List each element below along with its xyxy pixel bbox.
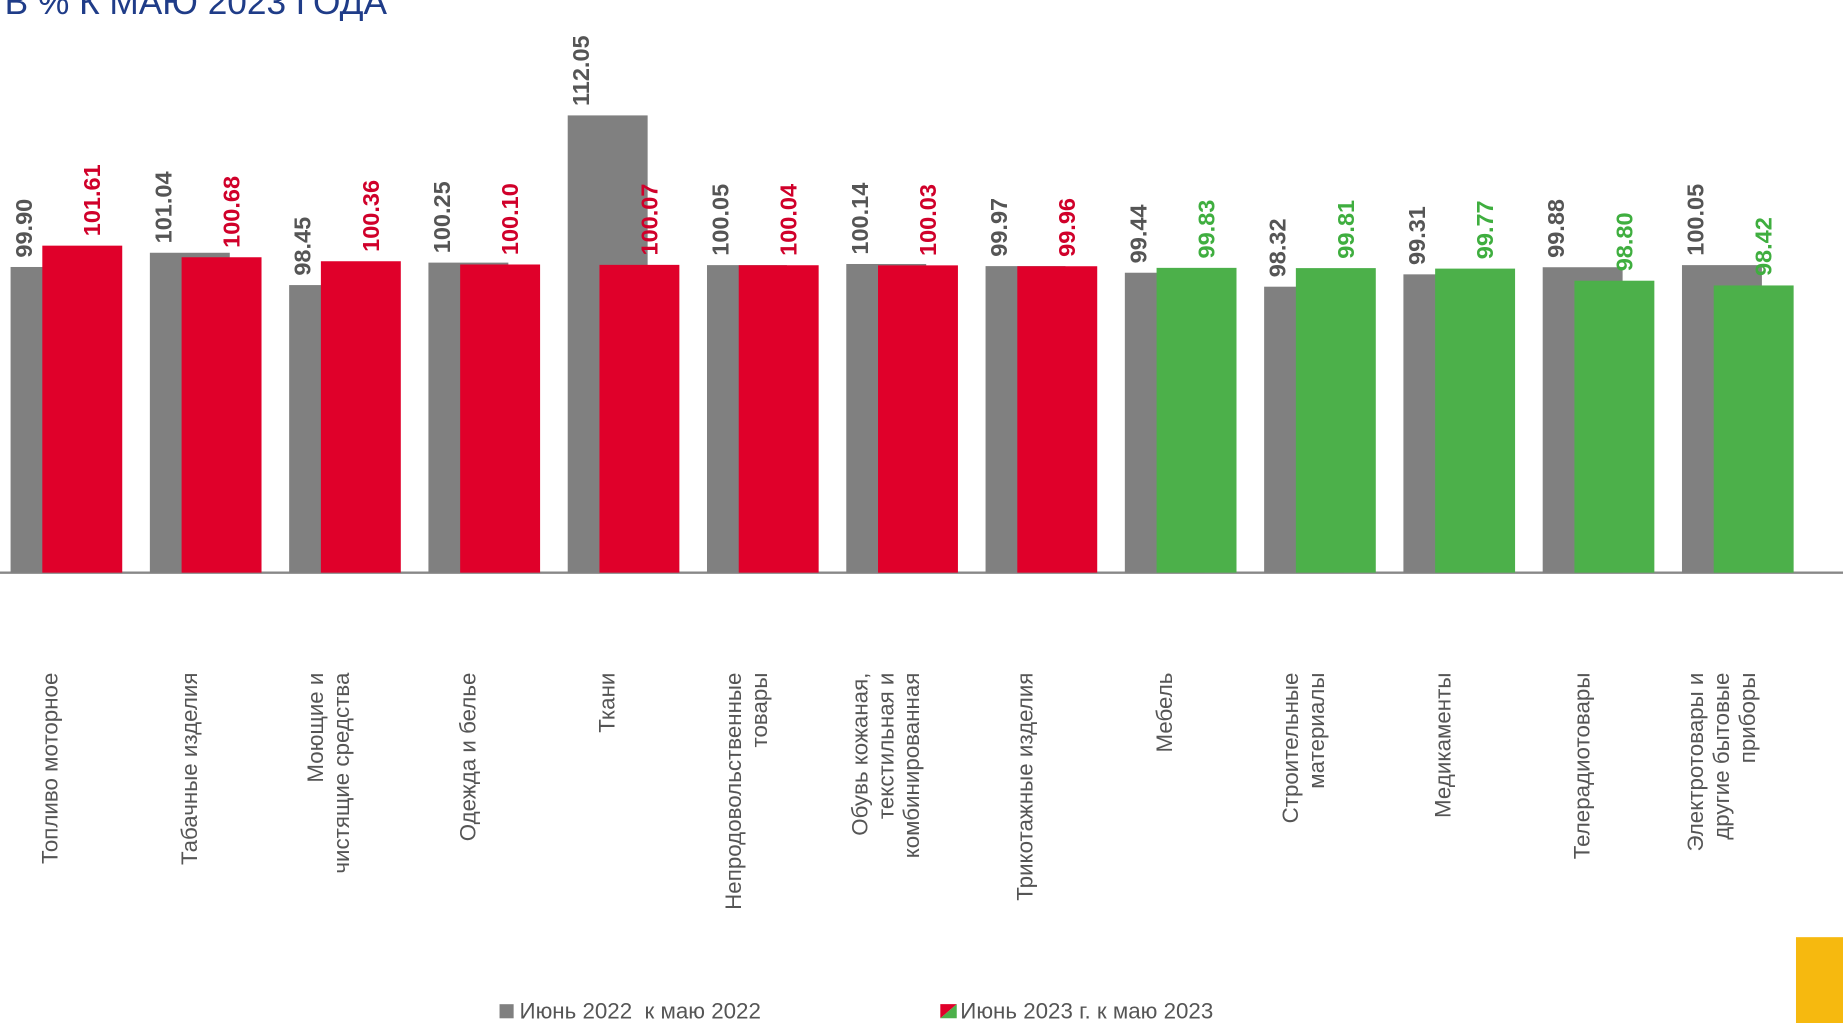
chart: В % К МАЮ 2023 ГОДА 99.90 101.61 Топливо м… xyxy=(0,0,1843,1023)
value-label: 99.96 xyxy=(1054,198,1080,257)
category-label: Телерадиотовары xyxy=(1570,673,1595,860)
next-button[interactable] xyxy=(1796,937,1843,1023)
value-label: 100.07 xyxy=(636,184,662,256)
category-label-line: комбинированная xyxy=(899,673,924,859)
bar xyxy=(878,265,958,572)
value-label: 100.04 xyxy=(776,184,802,256)
bar xyxy=(321,261,401,572)
value-label: 100.03 xyxy=(915,184,941,256)
category-label: Топливо моторное xyxy=(38,673,63,864)
legend-swatch xyxy=(500,1004,514,1018)
value-label: 101.61 xyxy=(79,164,105,236)
category-label-line: Одежда и белье xyxy=(455,673,480,842)
bar xyxy=(1296,268,1376,573)
category-label-line: Непродовольственные xyxy=(721,673,746,910)
value-label: 100.10 xyxy=(497,183,523,255)
value-label: 100.05 xyxy=(707,184,733,256)
value-label: 98.42 xyxy=(1751,217,1777,276)
category-label: Моющие ичистящие средства xyxy=(303,672,354,874)
value-label: 99.90 xyxy=(11,199,37,258)
category-label-line: Трикотажные изделия xyxy=(1013,673,1038,901)
category-label: Табачные изделия xyxy=(177,673,202,865)
bar xyxy=(1157,268,1237,573)
category-label-line: приборы xyxy=(1735,673,1760,764)
category-label-line: текстильная и xyxy=(873,673,898,819)
bar xyxy=(460,264,540,572)
value-label: 99.31 xyxy=(1404,206,1430,265)
value-label: 99.88 xyxy=(1543,199,1569,258)
category-label: Трикотажные изделия xyxy=(1013,673,1038,901)
value-label: 100.68 xyxy=(219,176,245,248)
category-label-line: Ткани xyxy=(595,673,620,733)
category-label: Ткани xyxy=(595,673,620,733)
category-label: Обувь кожаная,текстильная икомбинированн… xyxy=(847,673,924,859)
value-label: 99.44 xyxy=(1125,204,1151,263)
category-label: Мебель xyxy=(1152,673,1177,753)
value-label: 101.04 xyxy=(150,171,176,243)
value-label: 100.05 xyxy=(1682,184,1708,256)
category-label-line: другие бытовые xyxy=(1709,673,1734,840)
category-label-line: Строительные xyxy=(1278,673,1303,824)
value-label: 99.97 xyxy=(986,198,1012,257)
category-label-line: Телерадиотовары xyxy=(1570,673,1595,860)
category-label-line: Топливо моторное xyxy=(38,673,63,864)
value-label: 100.14 xyxy=(847,183,873,255)
legend-label: Июнь 2023 г. к маю 2023 xyxy=(960,998,1213,1023)
bar xyxy=(42,246,122,573)
category-label: Строительныематериалы xyxy=(1278,673,1329,824)
value-label: 99.83 xyxy=(1193,200,1219,259)
bar xyxy=(182,257,262,572)
legend-label: Июнь 2022 к маю 2022 xyxy=(520,998,761,1023)
category-label-line: Электротовары и xyxy=(1683,673,1708,852)
category-label-line: Обувь кожаная, xyxy=(847,673,872,836)
category-label-line: Табачные изделия xyxy=(177,673,202,865)
category-label-line: Медикаменты xyxy=(1430,673,1455,818)
value-label: 112.05 xyxy=(568,35,594,106)
value-label: 100.36 xyxy=(358,180,384,252)
category-label: Одежда и белье xyxy=(455,673,480,842)
chart-title: В % К МАЮ 2023 ГОДА xyxy=(5,0,388,22)
category-label: Электротовары идругие бытовыеприборы xyxy=(1683,673,1760,852)
bar xyxy=(599,265,679,573)
category-label-line: товары xyxy=(747,673,772,748)
bar xyxy=(1714,285,1794,572)
category-label-line: Мебель xyxy=(1152,673,1177,753)
bar xyxy=(1435,269,1515,573)
category-label: Медикаменты xyxy=(1430,673,1455,818)
value-label: 98.45 xyxy=(290,217,316,276)
value-label: 99.77 xyxy=(1472,200,1498,259)
bar xyxy=(1574,281,1654,573)
category-label-line: Моющие и xyxy=(303,673,328,783)
category-label-line: чистящие средства xyxy=(329,672,354,874)
bar xyxy=(739,265,819,572)
category-label-line: материалы xyxy=(1304,673,1329,789)
value-label: 99.81 xyxy=(1333,200,1359,259)
value-label: 98.80 xyxy=(1611,212,1637,271)
bar xyxy=(1017,266,1097,572)
value-label: 100.25 xyxy=(429,181,455,253)
category-label: Непродовольственныетовары xyxy=(721,673,772,910)
value-label: 98.32 xyxy=(1265,218,1291,277)
